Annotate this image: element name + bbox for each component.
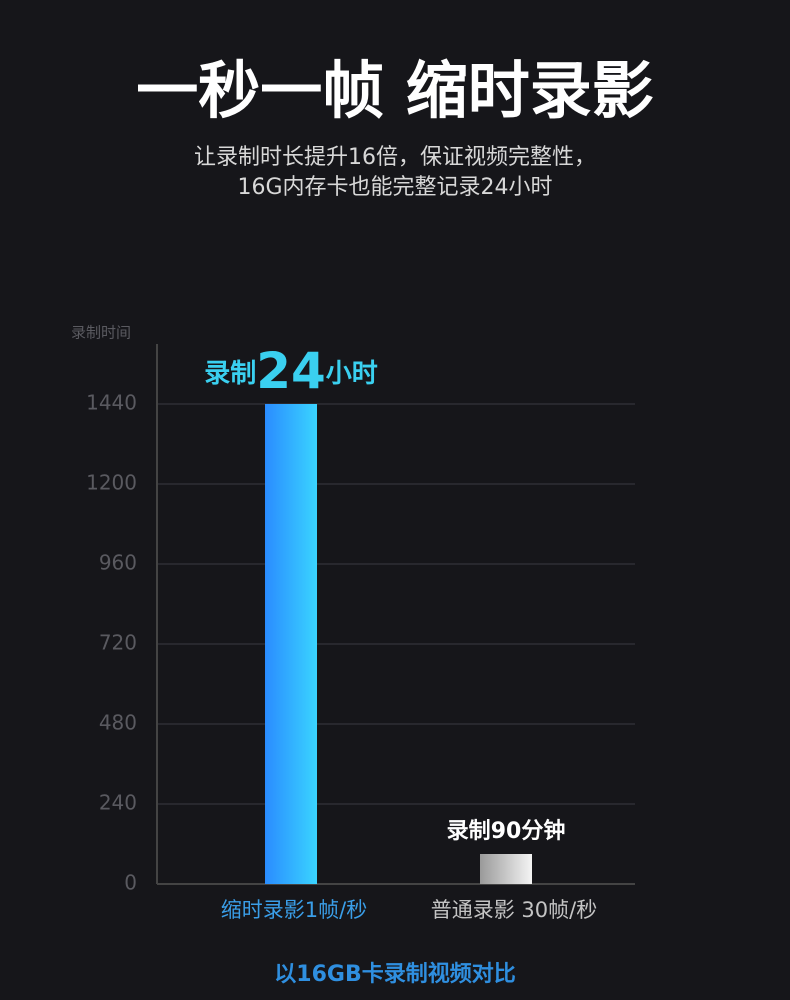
footnote: 以16GB卡录制视频对比 — [274, 961, 515, 987]
y-tick-label: 480 — [99, 711, 137, 735]
value-label: 录制90分钟 — [447, 818, 566, 844]
bar — [480, 854, 532, 884]
value-label-part: 24 — [256, 342, 326, 400]
x-tick-label: 缩时录影1帧/秒 — [221, 898, 367, 922]
value-label-part: 分钟 — [521, 818, 565, 844]
y-tick-label: 960 — [99, 551, 137, 575]
value-label-part: 录制 — [447, 819, 491, 844]
y-tick-label: 240 — [99, 791, 137, 815]
value-label-part: 90 — [491, 819, 522, 844]
y-tick-label: 1440 — [86, 391, 137, 415]
value-label: 录制24小时 — [204, 342, 378, 400]
y-tick-label: 0 — [124, 871, 137, 895]
value-label-part: 小时 — [326, 359, 378, 389]
subtitle: 16G内存卡也能完整记录24小时 — [237, 175, 552, 200]
y-tick-label: 1200 — [86, 471, 137, 495]
value-label-part: 录制 — [204, 359, 256, 389]
chart-title: 一秒一帧 缩时录影 — [136, 54, 654, 127]
y-tick-label: 720 — [99, 631, 137, 655]
subtitle: 让录制时长提升16倍，保证视频完整性， — [194, 145, 596, 170]
x-tick-label: 普通录影 30帧/秒 — [431, 898, 597, 922]
y-axis-label: 录制时间 — [71, 324, 131, 342]
bar — [265, 404, 317, 884]
